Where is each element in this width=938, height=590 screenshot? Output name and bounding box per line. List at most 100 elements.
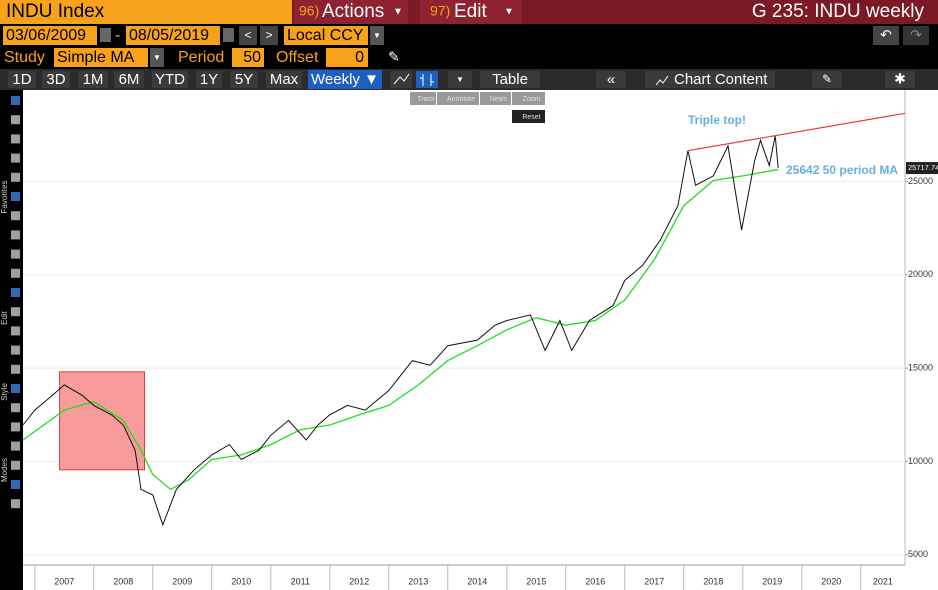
sidebar-section: Edit [0,310,9,325]
sidebar-icon[interactable] [11,499,20,509]
security-box[interactable] [0,0,292,24]
frequency-button[interactable] [308,70,382,89]
x-tick-label: 2011 [291,576,310,586]
x-tick-label: 2019 [762,576,782,586]
study-input[interactable] [54,48,148,67]
undo-button[interactable] [873,26,899,45]
edit-chart-button[interactable] [812,71,842,88]
window-title: G 235: INDU weekly [752,1,925,22]
range-label: 5Y [235,71,253,88]
range-button[interactable] [230,71,258,88]
sidebar-tools: Favorites Edit Style Modes [0,96,20,509]
mini-tool-button[interactable] [512,110,545,123]
actions-button[interactable] [294,0,408,24]
sidebar-icon[interactable] [11,422,20,432]
sidebar-icon[interactable] [11,192,20,201]
bar-chart-button[interactable] [416,71,438,88]
sidebar-icon[interactable] [11,480,20,489]
range-buttons: 1D 3D 1M 6M YTD 1Y 5Y Max [8,71,302,88]
x-tick-label: 2012 [349,576,369,586]
range-button[interactable] [42,71,70,88]
table-button[interactable] [480,71,540,88]
chart-content-button[interactable] [645,71,775,88]
sidebar-icon[interactable] [11,307,20,317]
actions-num: 96) [299,3,319,19]
redo-icon: ↷ [910,27,922,43]
mini-tool-label: Annotate [447,96,475,103]
y-tick-label: 5000 [908,549,928,559]
mini-tool-label: News [490,96,508,103]
sidebar-icon[interactable] [11,403,20,413]
sidebar-icon[interactable] [11,326,20,336]
prev-icon: < [244,28,251,42]
range-button[interactable] [78,71,108,88]
settings-icon: ✱ [894,71,906,87]
range-button[interactable] [152,71,188,88]
sidebar-icon[interactable] [11,345,20,355]
x-tick-label: 2007 [54,576,74,586]
sidebar-icon[interactable] [11,288,20,297]
mini-tool-button[interactable] [512,92,545,105]
range-button[interactable] [266,71,302,88]
x-tick-label: 2016 [585,576,605,586]
y-tick-label: 25000 [908,176,933,186]
offset-input[interactable] [326,48,368,67]
sidebar-icon[interactable] [11,172,20,182]
range-label: 1Y [200,71,218,88]
redo-button[interactable] [903,26,929,45]
period-input[interactable] [232,48,264,67]
settings-button[interactable] [885,71,915,88]
caret: ▼ [373,31,381,40]
mini-tool-button[interactable] [410,92,436,105]
sidebar-icon[interactable] [11,441,20,451]
start-input[interactable] [3,26,97,45]
caret: ▼ [153,53,161,62]
sidebar-icon[interactable] [11,384,20,393]
caret: ▼ [504,7,514,18]
chart-type-dropdown[interactable] [448,71,472,88]
next-icon: > [265,28,272,42]
mini-tools: Track Annotate News Zoom Reset [410,92,545,123]
study-dropdown[interactable] [150,48,164,67]
prev-button[interactable] [239,26,257,45]
calendar-icon[interactable] [223,28,234,42]
sidebar-icon[interactable] [11,153,20,163]
y-tick-label: 10000 [908,456,933,466]
caret: ▼ [393,7,403,18]
mini-tool-button[interactable] [480,92,511,105]
x-tick-label: 2015 [526,576,546,586]
sidebar-icon[interactable] [11,134,20,144]
sidebar-icon[interactable] [11,460,20,470]
mini-tool-label: Track [417,96,435,103]
calendar-icon[interactable] [100,28,111,42]
edit-chart-icon: ✎ [822,72,832,86]
currency-dropdown[interactable] [370,26,384,45]
collapse-button[interactable] [596,71,626,88]
highlight-box [59,371,146,471]
currency-input[interactable] [284,26,368,45]
x-tick-label: 2021 [873,576,893,586]
y-tick-label: 15000 [908,362,933,372]
range-button[interactable] [8,71,36,88]
sidebar-icon[interactable] [11,211,20,221]
bar-icon [420,74,434,86]
sidebar-icon[interactable] [11,96,20,105]
range-label: 1D [12,71,31,88]
range-button[interactable] [196,71,222,88]
edit-button[interactable] [420,0,522,24]
sidebar-icon[interactable] [11,249,20,259]
sidebar-icon[interactable] [11,230,20,240]
line-chart-button[interactable] [390,71,412,88]
end-input[interactable] [126,26,220,45]
x-tick-label: 2008 [113,576,133,586]
pen-icon[interactable]: ✎ [388,49,400,65]
sidebar-icon[interactable] [11,364,20,374]
sidebar-icon[interactable] [11,115,20,125]
mini-tool-button[interactable] [437,92,479,105]
range-button[interactable] [114,71,144,88]
sidebar-icon[interactable] [11,268,20,278]
next-button[interactable] [260,26,278,45]
sidebar-section: Favorites [0,181,9,214]
plot: 5000 10000 15000 20000 25000 2007 2008 2009 2010… [22,112,938,590]
last-price: 25717.74 [908,163,938,172]
